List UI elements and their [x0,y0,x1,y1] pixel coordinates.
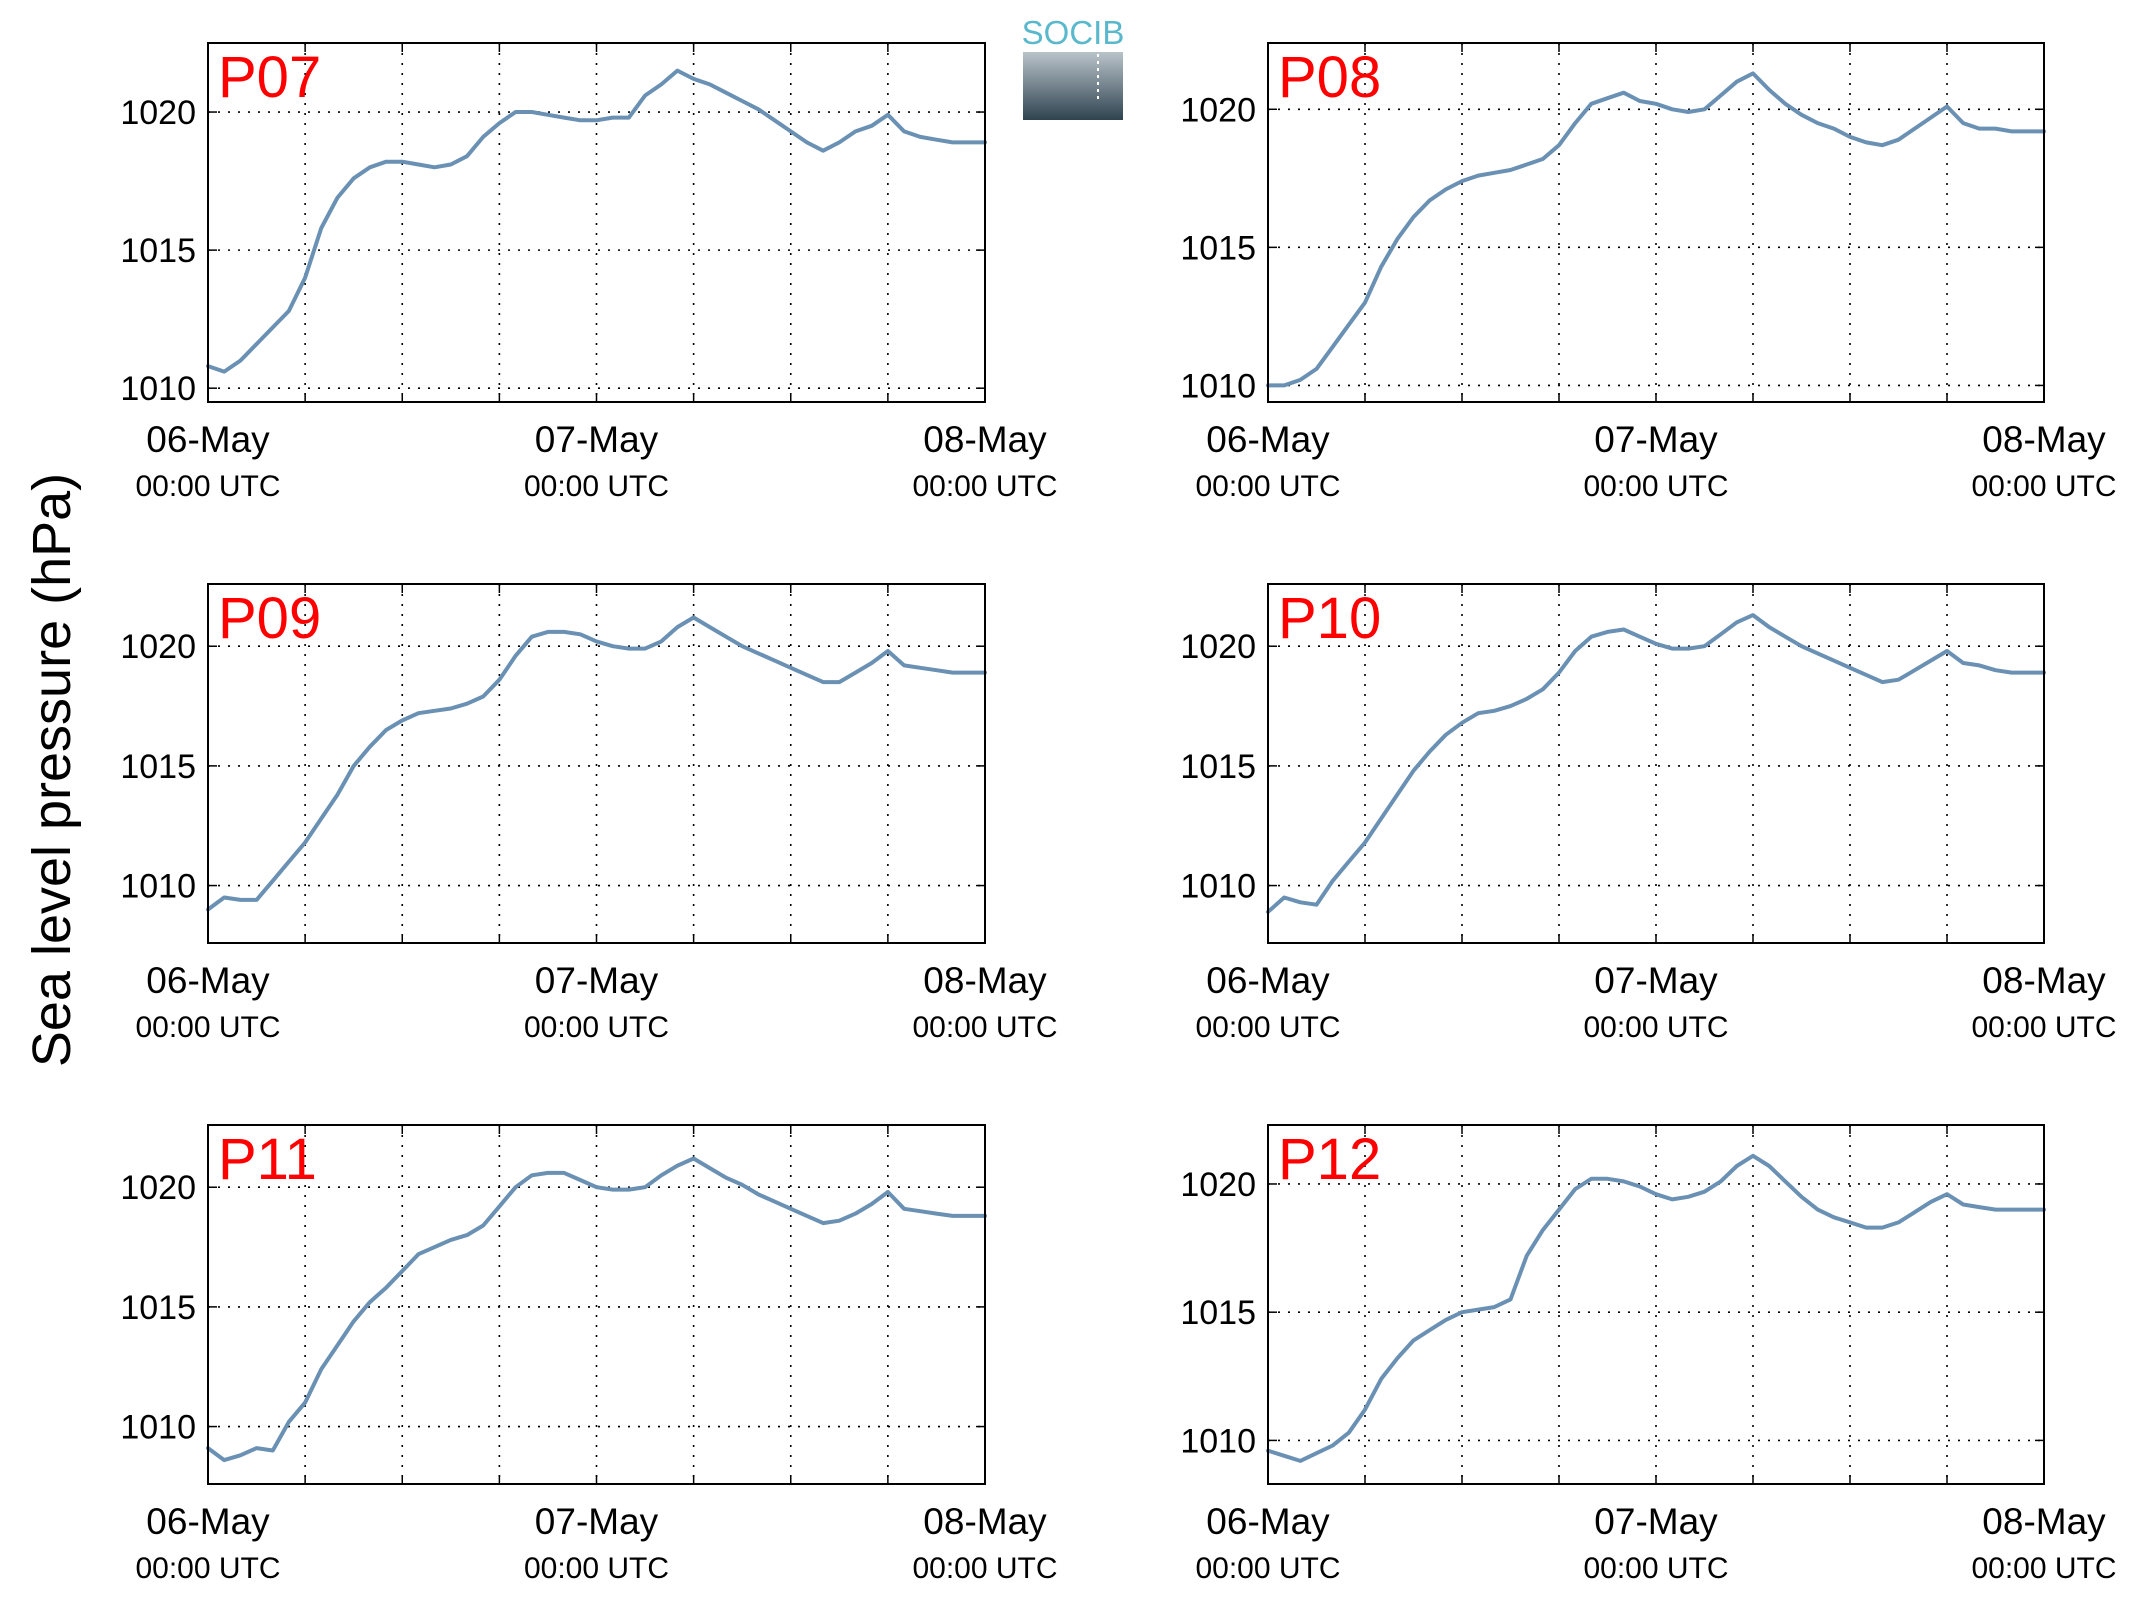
x-tick-label-time: 00:00 UTC [135,1011,280,1044]
x-tick-label-date: 07-May [535,1501,659,1542]
x-tick-label-time: 00:00 UTC [135,1552,280,1585]
x-tick-label-date: 08-May [1982,419,2106,460]
y-tick-label: 1015 [1180,748,1256,786]
axes-frame [207,1124,986,1485]
x-tick-label-date: 06-May [146,960,270,1001]
y-tick-label: 1015 [120,748,196,786]
series-line-0 [1266,71,2046,388]
logo-text: SOCIB [1022,14,1125,51]
x-tick-label-time: 00:00 UTC [912,1011,1057,1044]
panel-p12: 1010 1015 1020 06-May 00:00 UTC 07-May 00:00 U… [1180,1124,2117,1585]
x-tick-label-date: 08-May [923,419,1047,460]
y-tick-label: 1015 [120,232,196,270]
x-tick-label-time: 00:00 UTC [1195,1552,1340,1585]
x-tick-label-time: 00:00 UTC [1583,1011,1728,1044]
x-tick-label-date: 07-May [1594,960,1718,1001]
x-tick-label-date: 08-May [923,960,1047,1001]
axes-frame [1267,42,2045,403]
panel-p08: 1010 1015 1020 06-May 00:00 UTC 07-May 00:00 U… [1180,42,2117,503]
panel-label: P07 [218,45,321,110]
panel-p11: 1010 1015 1020 06-May 00:00 UTC 07-May 00:00 U… [120,1124,1058,1585]
y-tick-label: 1020 [1180,628,1256,666]
y-tick-label: 1015 [1180,1294,1256,1332]
x-tick-label-time: 00:00 UTC [1971,470,2116,503]
panel-p10: 1010 1015 1020 06-May 00:00 UTC 07-May 00:00 U… [1180,583,2117,1044]
axes-frame [207,42,986,403]
y-tick-label: 1015 [120,1289,196,1327]
y-tick-label: 1020 [1180,1166,1256,1204]
x-tick-label-time: 00:00 UTC [524,1552,669,1585]
y-tick-label: 1010 [1180,1422,1256,1460]
y-axis-label: Sea level pressure (hPa) [22,473,82,1067]
x-tick-label-time: 00:00 UTC [1971,1552,2116,1585]
x-tick-label-time: 00:00 UTC [1583,1552,1728,1585]
y-tick-label: 1020 [120,1169,196,1207]
panel-label: P10 [1278,586,1381,651]
x-tick-label-date: 07-May [535,419,659,460]
y-tick-label: 1010 [1180,868,1256,906]
x-tick-label-date: 08-May [1982,960,2106,1001]
axes-frame [207,583,986,944]
x-tick-label-time: 00:00 UTC [1195,470,1340,503]
x-tick-label-date: 07-May [1594,1501,1718,1542]
x-tick-label-time: 00:00 UTC [1583,470,1728,503]
x-tick-label-time: 00:00 UTC [1195,1011,1340,1044]
series-line-0 [1266,1153,2046,1463]
panel-label: P11 [218,1127,317,1192]
series-line-0 [1266,613,2046,914]
x-tick-label-date: 07-May [1594,419,1718,460]
socib-logo: SOCIB [1022,14,1125,120]
y-tick-label: 1020 [120,94,196,132]
y-tick-label: 1020 [120,628,196,666]
x-tick-label-date: 06-May [1206,1501,1330,1542]
x-tick-label-date: 06-May [1206,960,1330,1001]
y-tick-label: 1010 [120,1409,196,1447]
panel-p09: 1010 1015 1020 06-May 00:00 UTC 07-May 00:00 U… [120,583,1058,1044]
x-tick-label-time: 00:00 UTC [524,470,669,503]
axes-frame [1267,583,2045,944]
panel-label: P09 [218,586,321,651]
x-tick-label-time: 00:00 UTC [1971,1011,2116,1044]
panel-p07: 1010 1015 1020 06-May 00:00 UTC 07-May 00:00 U… [120,42,1058,503]
x-tick-label-date: 08-May [1982,1501,2106,1542]
series-line-0 [206,615,987,912]
y-tick-label: 1015 [1180,229,1256,267]
y-tick-label: 1010 [120,370,196,408]
logo-mark [1023,52,1123,120]
axes-frame [1267,1124,2045,1485]
y-tick-label: 1010 [120,868,196,906]
x-tick-label-date: 08-May [923,1501,1047,1542]
panel-label: P12 [1278,1127,1381,1192]
series-line-0 [206,1156,987,1463]
x-tick-label-date: 06-May [1206,419,1330,460]
x-tick-label-date: 06-May [146,1501,270,1542]
x-tick-label-time: 00:00 UTC [135,470,280,503]
x-tick-label-time: 00:00 UTC [524,1011,669,1044]
y-tick-label: 1020 [1180,91,1256,129]
x-tick-label-date: 07-May [535,960,659,1001]
panel-label: P08 [1278,45,1381,110]
x-tick-label-time: 00:00 UTC [912,1552,1057,1585]
y-tick-label: 1010 [1180,367,1256,405]
x-tick-label-time: 00:00 UTC [912,470,1057,503]
series-line-0 [206,68,987,374]
x-tick-label-date: 06-May [146,419,270,460]
